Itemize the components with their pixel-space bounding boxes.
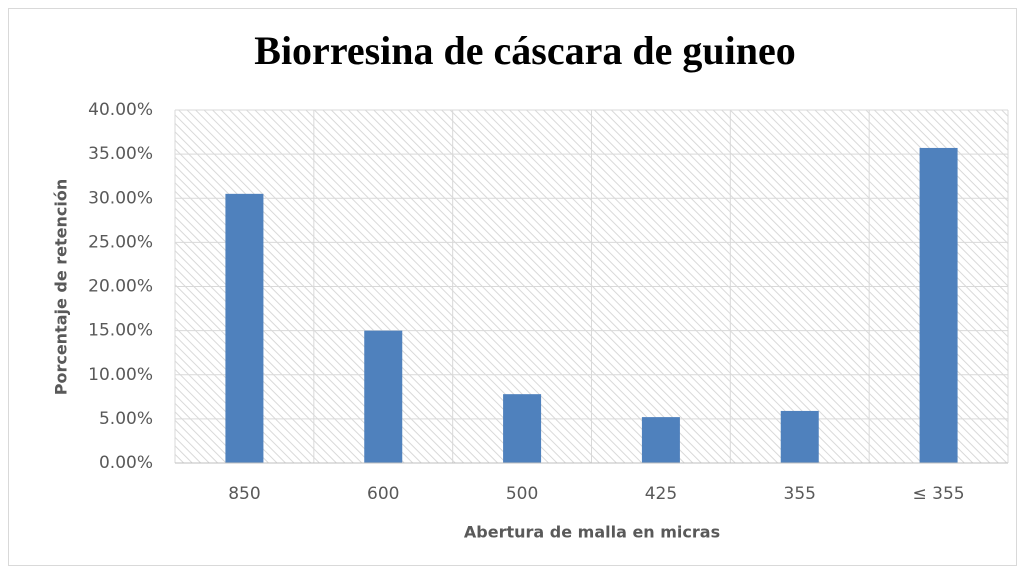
bar [641, 417, 680, 463]
chart-title: Biorresina de cáscara de guineo [254, 28, 795, 73]
x-axis-title: Abertura de malla en micras [464, 523, 720, 542]
bar [919, 147, 958, 463]
bar [225, 193, 264, 463]
y-axis-title: Porcentaje de retención [52, 179, 71, 396]
x-tick-label: ≤ 355 [913, 484, 965, 504]
bar [503, 394, 542, 463]
y-tick-label: 15.00% [88, 321, 153, 341]
bar [364, 330, 403, 463]
x-tick-label: 500 [506, 484, 538, 504]
y-tick-label: 0.00% [99, 453, 153, 473]
x-tick-label: 355 [784, 484, 816, 504]
y-tick-label: 40.00% [88, 100, 153, 120]
y-tick-label: 10.00% [88, 365, 153, 385]
x-tick-label: 600 [367, 484, 399, 504]
y-tick-label: 35.00% [88, 144, 153, 164]
x-tick-label: 850 [228, 484, 260, 504]
y-tick-label: 30.00% [88, 188, 153, 208]
y-tick-label: 5.00% [99, 409, 153, 429]
x-tick-label: 425 [645, 484, 677, 504]
y-tick-label: 25.00% [88, 232, 153, 252]
bar [780, 410, 819, 463]
y-tick-label: 20.00% [88, 277, 153, 297]
